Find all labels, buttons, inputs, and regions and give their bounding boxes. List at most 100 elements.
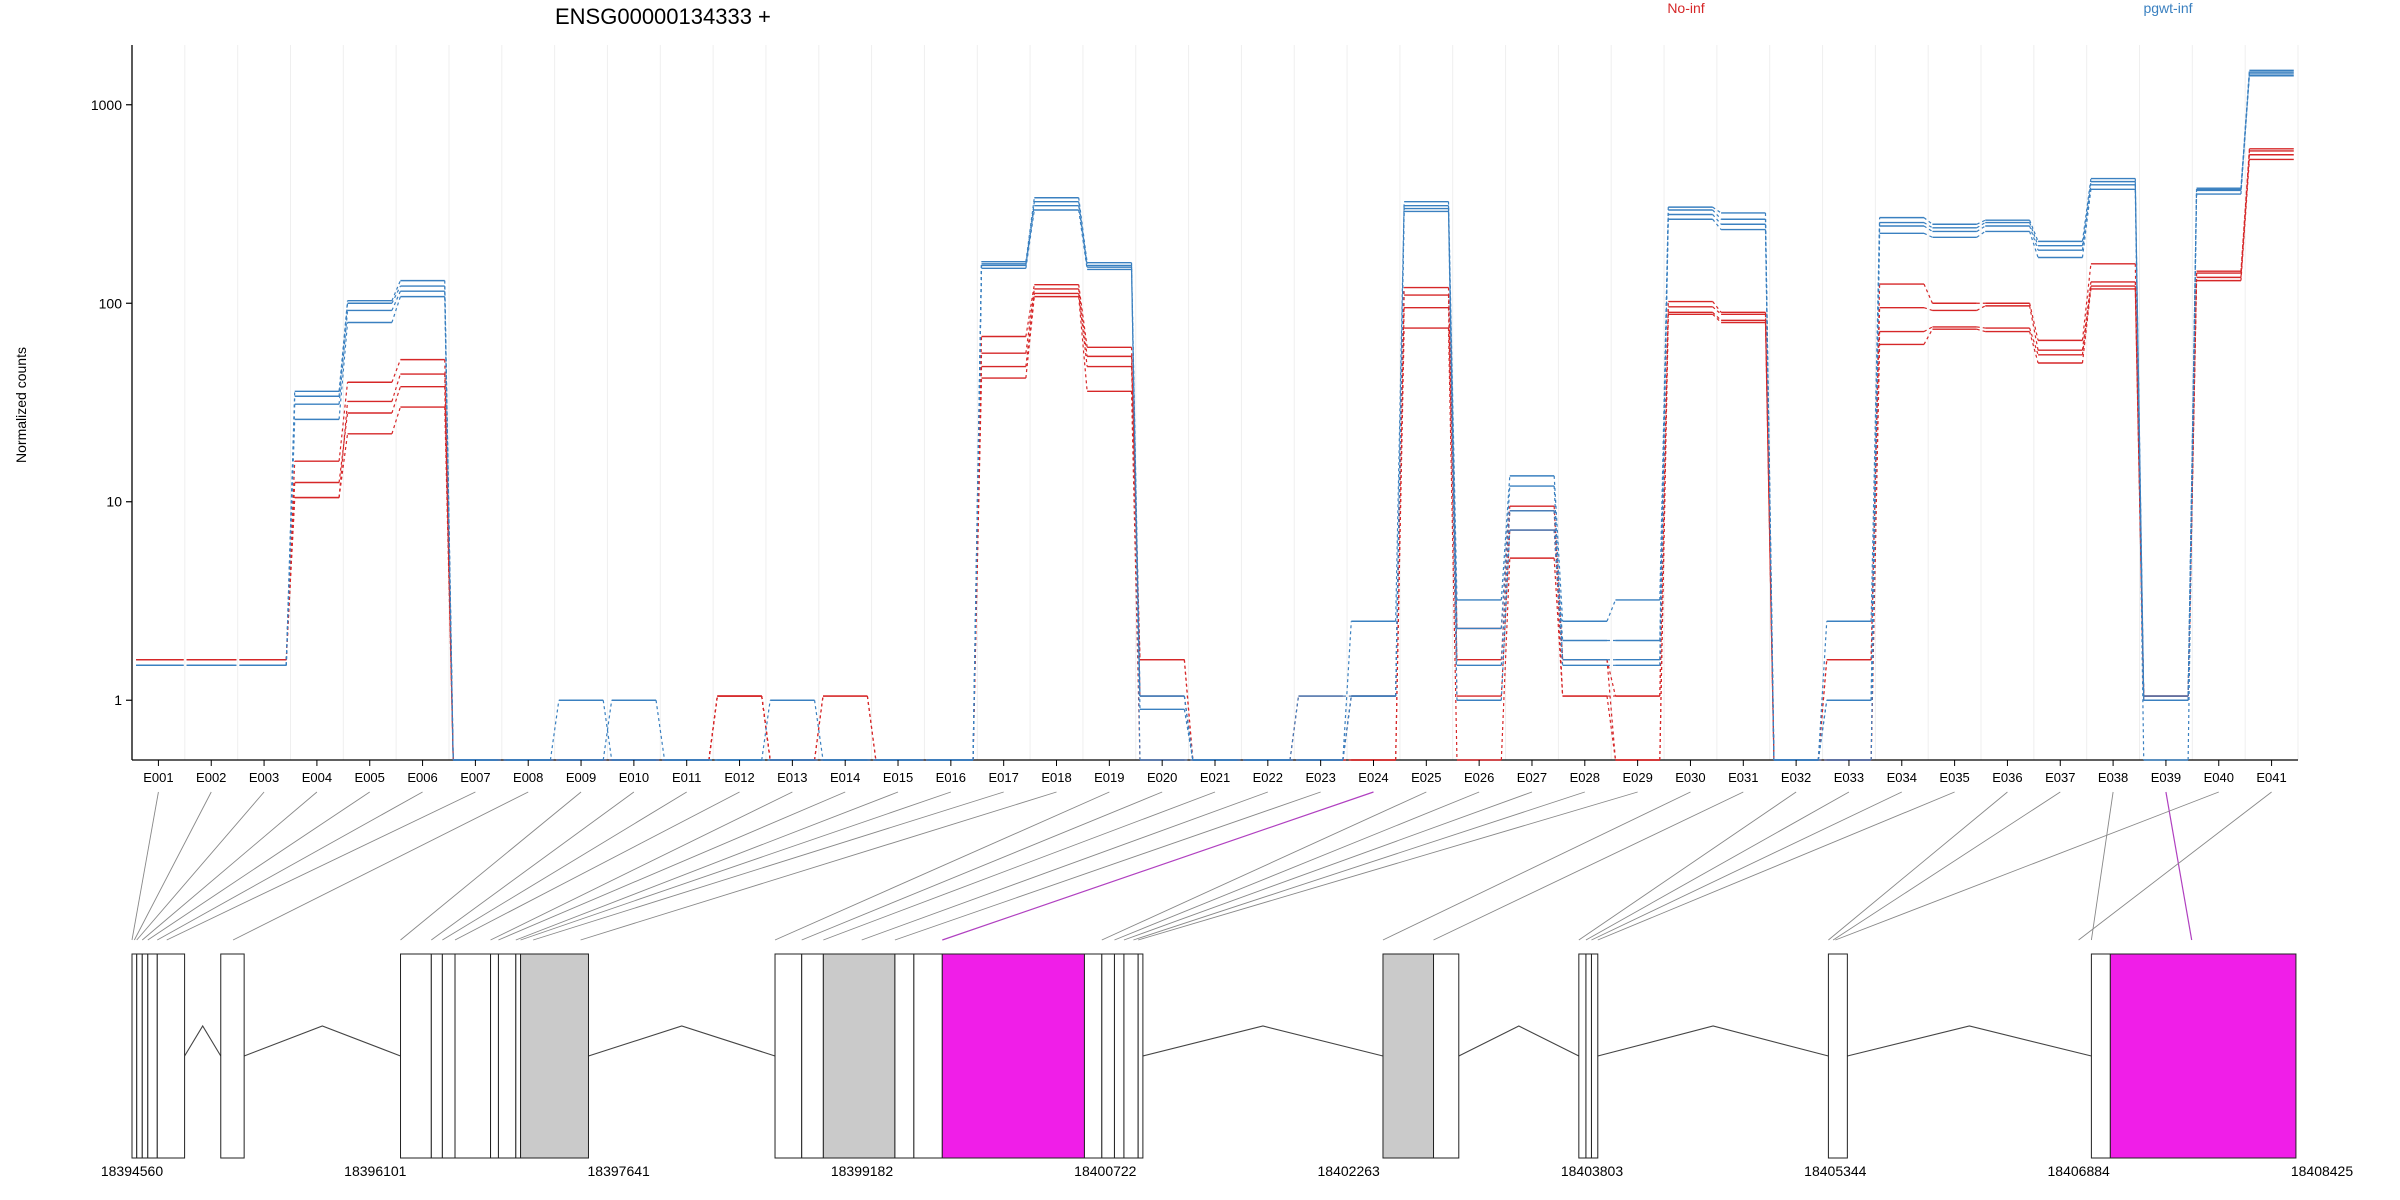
series-transition [391,359,401,383]
exon-block [490,953,499,1159]
exon-block [1433,953,1460,1159]
genomic-coordinate-labels: 18394560 18396101 18397641 18399182 18400722… [101,1163,2354,1179]
exon-block [520,953,589,1159]
series-transition [2029,303,2039,341]
exon-connector [136,791,265,941]
exon-connectors [131,791,2272,941]
series-transition [338,322,349,420]
exon-block [1382,953,1435,1159]
exon-block [141,953,149,1159]
series-transition [1976,225,1986,232]
series-transition [813,695,824,761]
series-transition [2134,181,2145,701]
exon-block [131,953,138,1159]
x-tick-label: E004 [302,770,332,785]
exon-connector [1101,791,1427,941]
series-transition [1078,205,1088,268]
x-tick-label: E036 [1992,770,2022,785]
series-transition [2081,181,2092,246]
series-transition [444,280,454,761]
x-tick-label: E027 [1517,770,1547,785]
series-transition [972,261,983,761]
series-transition [1342,695,1352,761]
series-transition [2081,178,2092,242]
coordinate-label: 18399182 [831,1163,894,1179]
x-tick-label: E021 [1200,770,1230,785]
series-transition [1712,218,1722,230]
series-transition [1183,695,1194,761]
series-transition [1025,209,1035,269]
series-transition [2029,222,2039,246]
series-transition [1553,486,1564,660]
x-tick-label: E032 [1781,770,1811,785]
gene-model [131,953,2297,1159]
series-transition [866,695,877,761]
x-tick-label: E002 [196,770,226,785]
exon-connector [1832,791,2061,941]
x-tick-label: E028 [1570,770,1600,785]
coordinate-label: 18394560 [101,1163,164,1179]
exon-connector [1835,791,2219,941]
y-tick-label: 1000 [91,97,122,113]
x-tick-label: E014 [830,770,860,785]
series-transition [1447,328,1458,761]
series-transition [1976,219,1986,225]
intron-line [588,1025,776,1057]
series-transition [2081,288,2092,364]
series-transition [1025,284,1035,337]
x-tick-label: E039 [2151,770,2181,785]
series-transition [1659,312,1669,761]
series-transition [1712,306,1722,315]
series-transition [1447,201,1458,600]
exon-connector [1123,791,1533,941]
exon-block [801,953,824,1159]
coordinate-label: 18405344 [1804,1163,1867,1179]
intron-line [243,1025,401,1057]
x-tick-label: E041 [2256,770,2286,785]
series-line [136,154,2294,761]
series-transition [391,280,401,301]
series-transition [1923,232,1933,238]
series-transition [1130,262,1141,697]
exon-block [430,953,443,1159]
series-transition [2029,225,2039,251]
series-transition [285,391,296,666]
exon-block [156,953,186,1159]
exon-block [1123,953,1139,1159]
x-tick-label: E037 [2045,770,2075,785]
legend-no-inf: No-inf [1667,0,1704,16]
exon-block-highlighted [2109,953,2297,1159]
series-transition [1130,265,1141,761]
exon-block [136,953,143,1159]
x-tick-label: E020 [1147,770,1177,785]
exon-connector [801,791,1163,941]
series-transition [1025,293,1035,367]
exon-block [1137,953,1144,1159]
series-transition [2029,327,2039,355]
series-transition [2240,148,2250,272]
series-line [136,73,2294,761]
series-transition [1712,311,1722,321]
series-transition [1764,312,1775,761]
coordinate-label: 18397641 [588,1163,651,1179]
x-tick-label: E010 [619,770,649,785]
series-transition [391,373,401,402]
exon-connector [823,791,1216,941]
series-transition [338,401,349,498]
x-tick-label: E001 [143,770,173,785]
series-transition [1817,700,1828,761]
series-transition [1817,659,1828,761]
exon-connector [454,791,740,941]
exon-connector [2165,791,2193,941]
exon-connector [861,791,1268,941]
x-tick-label: E029 [1622,770,1652,785]
coordinate-label: 18400722 [1074,1163,1137,1179]
exon-connector [1114,791,1480,941]
y-tick-label: 1 [114,692,122,708]
x-tick-label: E026 [1464,770,1494,785]
x-tick-label: E033 [1834,770,1864,785]
series-transition [1500,475,1511,601]
series-transition [1976,328,1986,333]
x-tick-label: E008 [513,770,543,785]
